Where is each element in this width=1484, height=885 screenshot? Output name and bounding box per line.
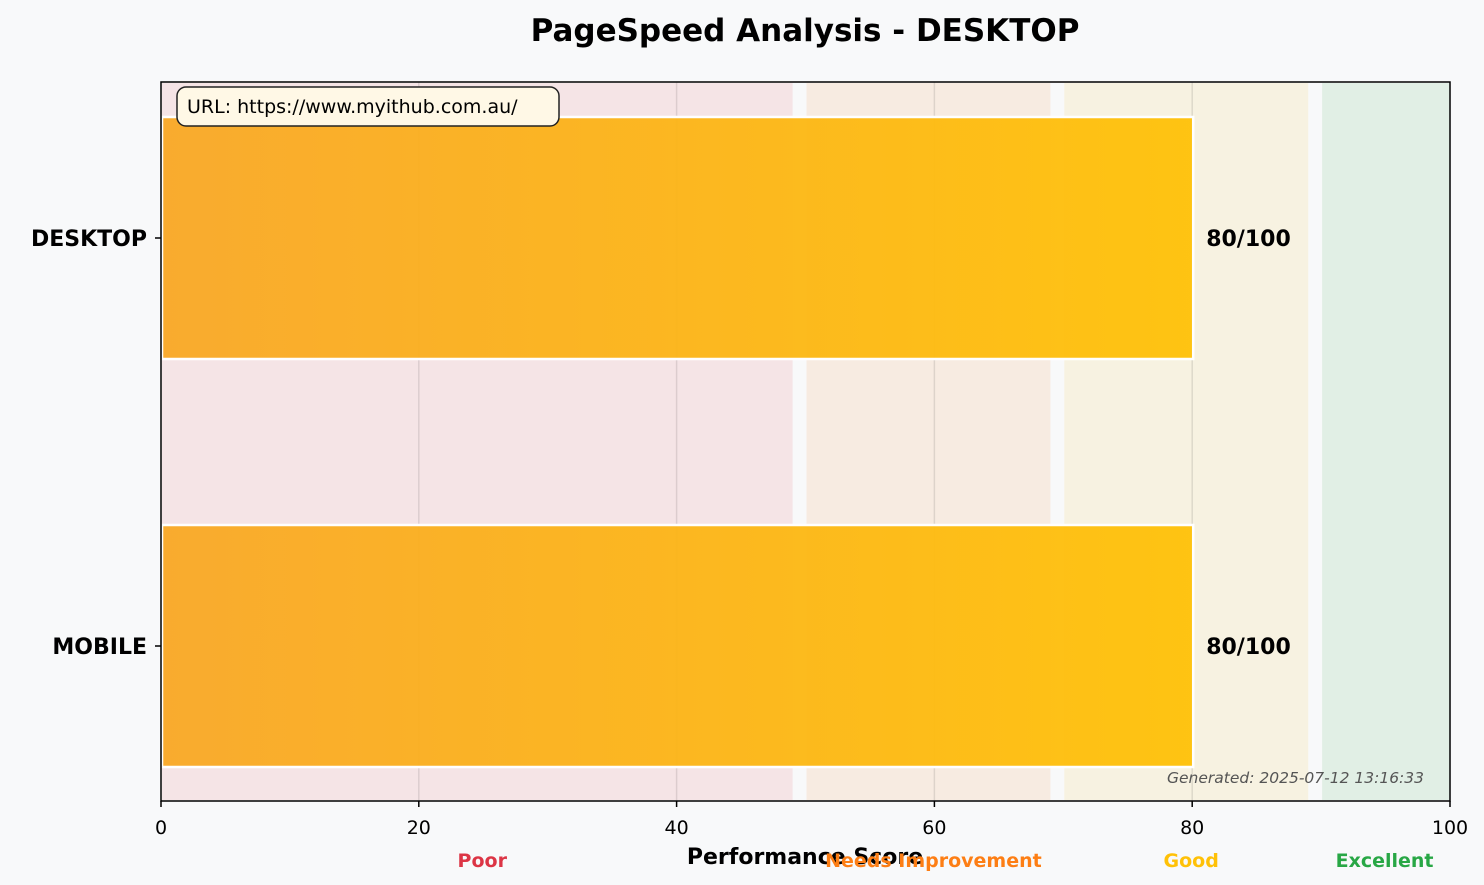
ytick-label-desktop: DESKTOP [31,227,147,252]
value-label-mobile: 80/100 [1206,635,1291,660]
url-box: URL: https://www.myithub.com.au/ [176,86,560,127]
xtick-label-0: 0 [155,817,167,839]
url-text: URL: https://www.myithub.com.au/ [187,96,518,118]
ytick-label-mobile: MOBILE [52,635,147,660]
x-axis-label: Performance Score [687,845,923,870]
zone-label-poor: Poor [458,850,508,872]
zone-label-excellent: Excellent [1336,850,1434,872]
zone-label-good: Good [1164,850,1219,872]
xtick-label-40: 40 [665,817,689,839]
zone-band-excellent [1322,83,1450,800]
xtick-label-20: 20 [407,817,431,839]
bar-desktop [160,115,1195,361]
value-label-desktop: 80/100 [1206,227,1291,252]
zone-label-needs-improvement: Needs Improvement [825,850,1042,872]
bar-mobile [160,523,1195,769]
xtick-label-100: 100 [1432,817,1468,839]
plot-frame [160,81,1451,802]
xtick-label-80: 80 [1180,817,1204,839]
xtick-label-60: 60 [922,817,946,839]
chart-title: PageSpeed Analysis - DESKTOP [531,13,1080,49]
generated-timestamp: Generated: 2025-07-12 13:16:33 [1167,769,1424,787]
